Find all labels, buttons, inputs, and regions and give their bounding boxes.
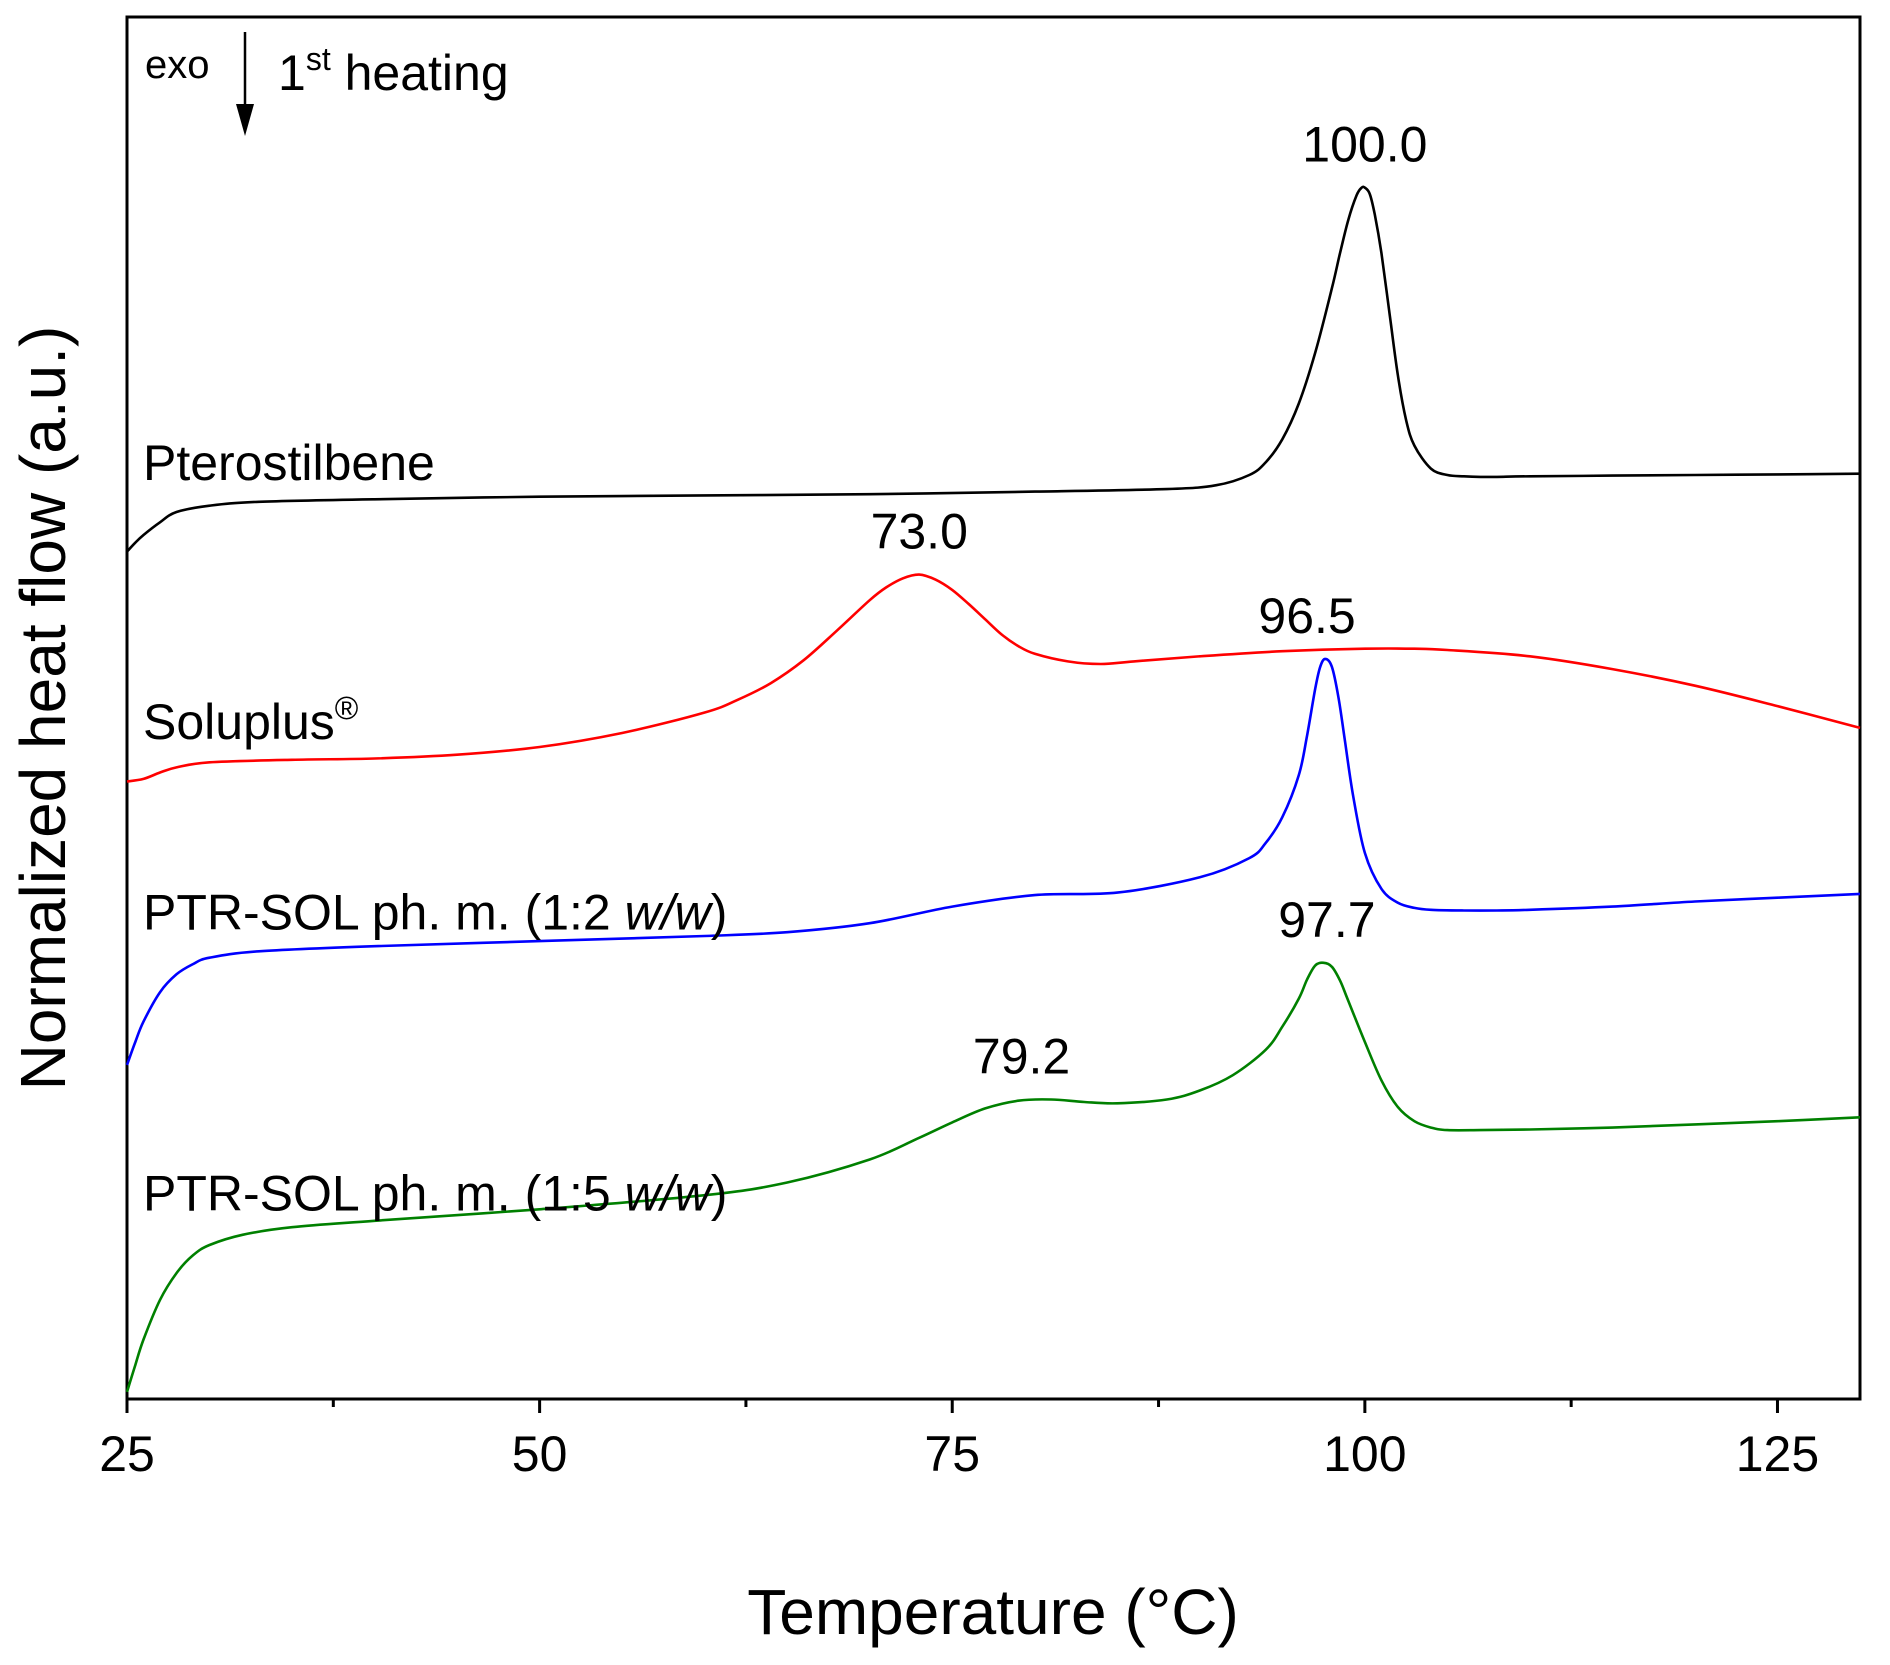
series-line-3	[125, 657, 1861, 1066]
series-line-1	[126, 185, 1861, 553]
x-tick-label: 25	[99, 1426, 155, 1482]
x-axis-title: Temperature (°C)	[747, 1576, 1239, 1648]
series-label-3: PTR-SOL ph. m. (1:2 w/w)	[143, 884, 727, 940]
x-axis-ticks: 25 50 75 100 125	[99, 1399, 1819, 1482]
heating-superscript: st	[306, 41, 331, 77]
heating-label: 1st heating	[278, 41, 509, 101]
peak-label: 79.2	[973, 1028, 1070, 1084]
series-layer	[125, 185, 1861, 1393]
exo-arrow-head-icon	[236, 104, 254, 136]
heating-suffix: heating	[331, 45, 509, 101]
series-labels: Pterostilbene Soluplus® PTR-SOL ph. m. (1:…	[143, 435, 727, 1221]
plot-frame	[125, 15, 1862, 1401]
series-label-superscript: ®	[335, 690, 359, 726]
series-label-end: )	[711, 1165, 728, 1221]
series-label-italic: w/w	[625, 1165, 714, 1221]
x-tick-label: 50	[512, 1426, 568, 1482]
y-axis-title: Normalized heat flow (a.u.)	[7, 326, 79, 1091]
series-line-4	[125, 961, 1861, 1393]
x-tick-label: 100	[1323, 1426, 1406, 1482]
series-label-2: Soluplus®	[143, 690, 359, 750]
series-label-text: PTR-SOL ph. m. (1:5	[143, 1165, 625, 1221]
peak-label: 96.5	[1258, 588, 1355, 644]
heating-annotation: exo 1st heating	[145, 32, 509, 136]
series-label-italic: w/w	[625, 884, 714, 940]
series-label-end: )	[711, 884, 728, 940]
x-tick-label: 125	[1736, 1426, 1819, 1482]
exo-label: exo	[145, 43, 210, 87]
series-label-1: Pterostilbene	[143, 435, 435, 491]
heating-prefix: 1	[278, 45, 306, 101]
series-label-4: PTR-SOL ph. m. (1:5 w/w)	[143, 1165, 727, 1221]
peak-label: 97.7	[1278, 892, 1375, 948]
series-label-text: PTR-SOL ph. m. (1:2	[143, 884, 625, 940]
series-label-text: Soluplus	[143, 694, 335, 750]
x-tick-label: 75	[924, 1426, 980, 1482]
peak-label: 100.0	[1302, 117, 1427, 173]
peak-labels: 100.0 73.0 96.5 79.2 97.7	[871, 117, 1428, 1085]
series-line-2	[126, 573, 1861, 783]
series-label-text: Pterostilbene	[143, 435, 435, 491]
peak-label: 73.0	[871, 504, 968, 560]
